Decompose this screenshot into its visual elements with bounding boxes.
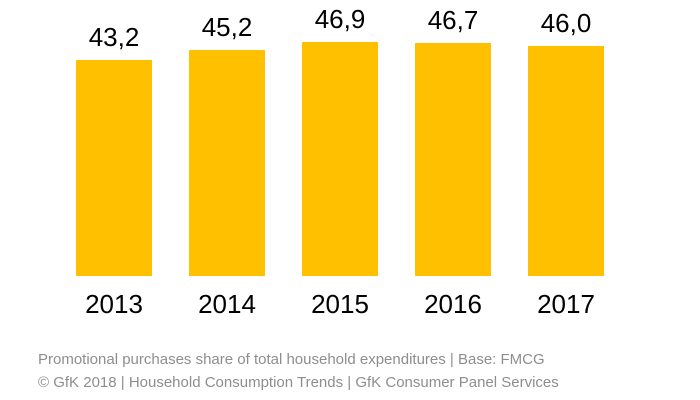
bar-chart: 43,2 2013 45,2 2014 46,9 2015 46,7 2016 46,0 2017: [76, 0, 604, 317]
bar-2014: [189, 50, 265, 276]
bar-value-label: 46,9: [314, 3, 366, 34]
bar-group-2013: 43,2 2013: [76, 0, 152, 317]
x-axis-label-2015: 2015: [311, 289, 369, 319]
x-axis-label-2017: 2017: [537, 289, 595, 319]
bar-value-label: 43,2: [88, 22, 140, 52]
bar-value-label: 46,7: [427, 4, 479, 35]
bar-2016: [415, 42, 491, 276]
footer-line-source: Promotional purchases share of total hou…: [38, 351, 545, 368]
bar-2017: [528, 46, 604, 276]
chart-footer: Promotional purchases share of total hou…: [38, 348, 559, 394]
bar-group-2015: 46,9 2015: [302, 0, 378, 317]
bar-value-label: 46,0: [540, 8, 592, 38]
x-axis-label-2016: 2016: [424, 289, 482, 319]
bar-2013: [76, 60, 152, 276]
bar-value-label: 45,2: [201, 12, 253, 42]
footer-line-copyright: © GfK 2018 | Household Consumption Trend…: [38, 374, 559, 391]
bar-group-2014: 45,2 2014: [189, 0, 265, 317]
bar-group-2016: 46,7 2016: [415, 0, 491, 317]
x-axis-label-2013: 2013: [85, 289, 143, 319]
bar-2015: [302, 41, 378, 276]
bar-group-2017: 46,0 2017: [528, 0, 604, 317]
x-axis-label-2014: 2014: [198, 289, 256, 319]
